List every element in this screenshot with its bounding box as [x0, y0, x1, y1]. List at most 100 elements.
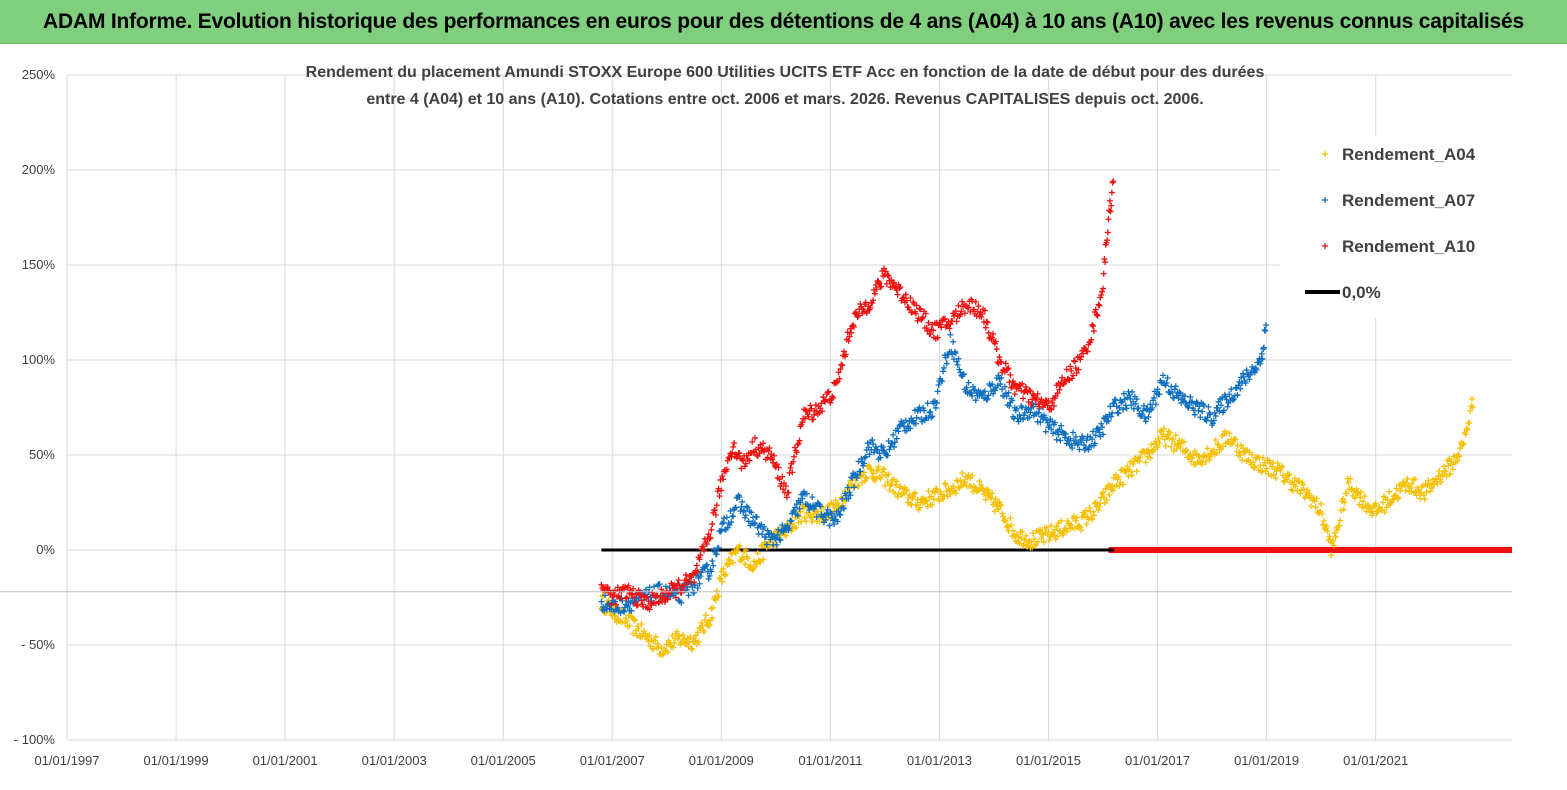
data-point — [637, 592, 644, 599]
data-point — [757, 559, 764, 566]
data-point — [1214, 405, 1221, 412]
data-point — [918, 416, 925, 423]
data-point — [871, 477, 878, 484]
data-point — [1147, 401, 1154, 408]
data-point — [839, 362, 846, 369]
data-point — [1098, 292, 1105, 299]
data-point — [888, 480, 895, 487]
data-point — [628, 607, 635, 614]
data-point — [792, 524, 799, 531]
data-point — [1237, 385, 1244, 392]
data-point — [1002, 518, 1009, 525]
data-point — [746, 457, 753, 464]
data-point — [1048, 522, 1055, 529]
data-point — [819, 408, 826, 415]
data-point — [1139, 411, 1146, 418]
data-point — [676, 582, 683, 589]
data-point — [1073, 369, 1080, 376]
data-point — [1243, 367, 1250, 374]
data-point — [1130, 461, 1137, 468]
data-point — [837, 366, 844, 373]
data-point — [1096, 503, 1103, 510]
data-point — [1154, 386, 1161, 393]
data-point — [1454, 457, 1461, 464]
data-point — [1300, 486, 1307, 493]
data-point — [1429, 484, 1436, 491]
data-point — [1108, 189, 1115, 196]
data-point — [1239, 370, 1246, 377]
data-point — [638, 597, 645, 604]
data-point — [673, 628, 680, 635]
data-point — [705, 575, 712, 582]
data-point — [1439, 471, 1446, 478]
data-point — [1258, 350, 1265, 357]
data-point — [871, 286, 878, 293]
data-point — [990, 330, 997, 337]
data-point — [861, 454, 868, 461]
data-point — [1340, 506, 1347, 513]
data-point — [1347, 475, 1354, 482]
data-point — [646, 632, 653, 639]
data-point — [716, 493, 723, 500]
data-point — [979, 392, 986, 399]
data-point — [1072, 433, 1079, 440]
data-point — [749, 438, 756, 445]
data-point — [1106, 197, 1113, 204]
data-point — [812, 402, 819, 409]
x-tick-label: 01/01/2001 — [253, 753, 318, 768]
data-point — [1104, 237, 1111, 244]
data-point — [1466, 419, 1473, 426]
x-tick-label: 01/01/2013 — [907, 753, 972, 768]
data-point — [1420, 492, 1427, 499]
data-point — [1195, 452, 1202, 459]
series-layer — [598, 178, 1476, 659]
data-point — [1048, 426, 1055, 433]
data-point — [1168, 443, 1175, 450]
data-point — [872, 475, 879, 482]
data-point — [810, 416, 817, 423]
data-point — [912, 310, 919, 317]
data-point — [1110, 400, 1117, 407]
data-point — [1155, 435, 1162, 442]
data-point — [1015, 418, 1022, 425]
data-point — [696, 580, 703, 587]
data-point — [969, 472, 976, 479]
data-point — [946, 325, 953, 332]
data-point — [708, 568, 715, 575]
data-point — [919, 315, 926, 322]
data-point — [1001, 516, 1008, 523]
data-point — [1042, 397, 1049, 404]
legend-label: Rendement_A04 — [1342, 145, 1476, 164]
data-point — [795, 440, 802, 447]
data-point — [1320, 517, 1327, 524]
data-point — [694, 629, 701, 636]
data-point — [844, 484, 851, 491]
data-point — [848, 329, 855, 336]
data-point — [1122, 468, 1129, 475]
data-point — [837, 511, 844, 518]
data-point — [710, 562, 717, 569]
data-point — [726, 560, 733, 567]
data-point — [604, 584, 611, 591]
data-point — [1067, 363, 1074, 370]
data-point — [1228, 386, 1235, 393]
data-point — [709, 615, 716, 622]
data-point — [990, 390, 997, 397]
data-point — [694, 585, 701, 592]
data-point — [1467, 407, 1474, 414]
y-tick-label: 0% — [36, 542, 55, 557]
data-point — [1084, 433, 1091, 440]
data-point — [1037, 419, 1044, 426]
data-point — [1216, 408, 1223, 415]
data-point — [975, 303, 982, 310]
data-point — [861, 469, 868, 476]
data-point — [1223, 396, 1230, 403]
data-point — [1445, 462, 1452, 469]
data-point — [1065, 376, 1072, 383]
data-point — [922, 310, 929, 317]
y-tick-label: - 100% — [14, 732, 56, 747]
data-point — [1160, 372, 1167, 379]
data-point — [862, 299, 869, 306]
data-point — [905, 494, 912, 501]
data-point — [1334, 527, 1341, 534]
